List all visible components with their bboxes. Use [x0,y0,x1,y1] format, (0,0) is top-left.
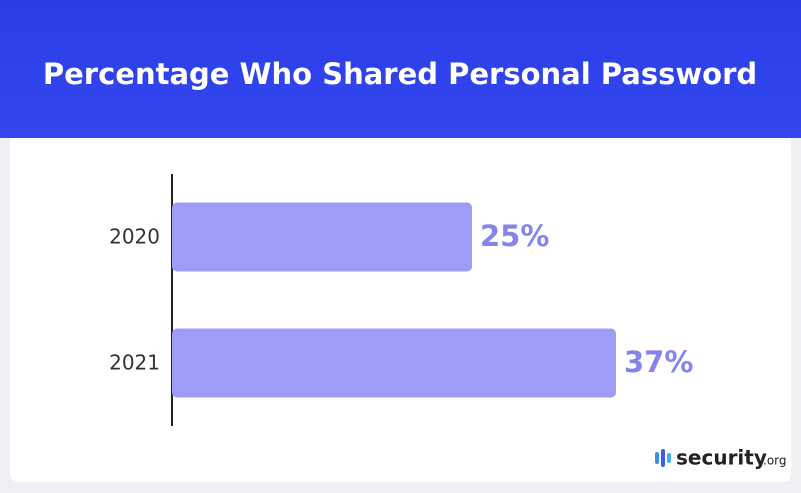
bar [172,328,616,398]
header-band [0,0,801,138]
logo-icon [655,452,659,464]
value-label: 37% [624,345,693,379]
card-top [10,138,791,150]
y-tick-label: 2020 [109,225,160,249]
logo-icon [661,449,665,467]
logo-suffix: .org [763,454,787,468]
logo: security .org [655,446,787,470]
logo-icon [667,453,671,463]
bar [172,202,472,272]
card [10,138,791,482]
logo-text: security [676,446,767,470]
chart-title: Percentage Who Shared Personal Password [43,57,757,91]
y-tick-label: 2021 [109,351,160,375]
value-label: 25% [480,219,549,253]
